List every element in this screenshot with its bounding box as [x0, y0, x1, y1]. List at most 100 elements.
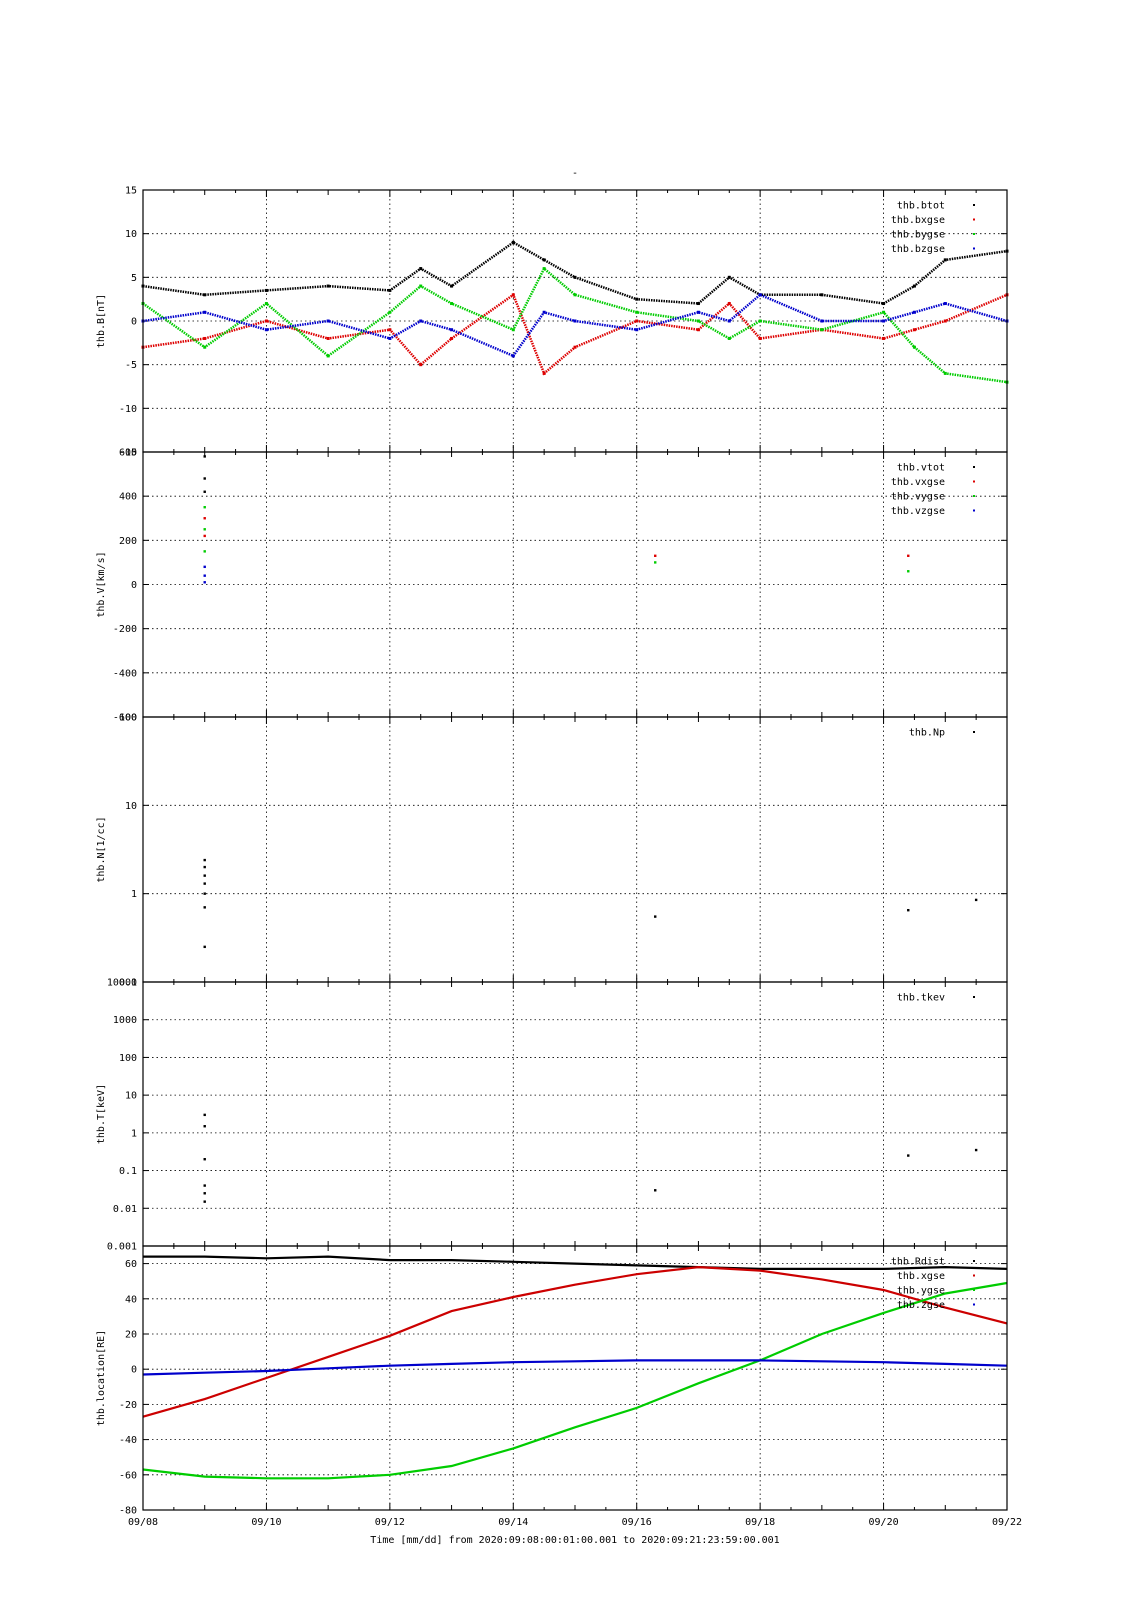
y-tick-label: -600 [113, 713, 137, 724]
legend-marker [973, 1289, 975, 1291]
data-point [419, 267, 423, 271]
data-point [203, 892, 206, 895]
data-point [974, 898, 978, 902]
data-point [654, 554, 657, 557]
data-point [450, 302, 454, 306]
y-tick-label: -10 [119, 404, 137, 415]
legend-label: thb.vygse [891, 492, 945, 503]
data-point [264, 302, 268, 306]
data-point [573, 319, 577, 323]
y-tick-label: -200 [113, 624, 137, 635]
legend-label: thb.vxgse [891, 477, 945, 488]
y-axis-title: thb.V[km/s] [96, 551, 107, 617]
series-thb-xgse [142, 1265, 1008, 1418]
y-tick-label: 5 [131, 273, 137, 284]
data-point [326, 354, 330, 358]
y-axis-title: thb.T[keV] [96, 1084, 107, 1144]
series-line [143, 1255, 1008, 1271]
legend-label: thb.vzgse [891, 506, 945, 517]
x-tick-label: 09/20 [869, 1517, 899, 1528]
legend-marker [973, 466, 975, 468]
panel-4: 10000 1000 100 10 1 0.1 0.01 0.001 thb.T[keV] thb… [96, 978, 1008, 1253]
legend-marker [973, 1260, 975, 1262]
data-point [203, 865, 206, 869]
legend-marker [973, 495, 975, 497]
series-thb-zgse [142, 1359, 1008, 1376]
panel-frame [142, 1245, 1008, 1511]
data-point [203, 490, 206, 493]
data-point [654, 561, 657, 564]
data-point [943, 302, 947, 306]
series-thb-tkev [203, 1113, 978, 1203]
series-thb-btot [141, 240, 1009, 306]
legend-label: thb.btot [897, 201, 945, 212]
legend-marker [973, 247, 975, 250]
time-range-label: Time [mm/dd] from 2020:09:08:00:01:00.00… [370, 1535, 779, 1546]
data-point [326, 336, 330, 340]
series-thb-vygse [203, 506, 910, 573]
y-axis-title: thb.B[nT] [96, 294, 107, 348]
data-point [203, 506, 206, 509]
data-point [203, 581, 206, 584]
data-point [450, 336, 454, 340]
data-point [882, 336, 886, 340]
data-point [696, 319, 700, 323]
y-tick-label: 40 [125, 1294, 137, 1305]
data-point [511, 354, 515, 358]
legend-marker [973, 996, 975, 998]
data-point [264, 288, 268, 292]
data-point [542, 267, 546, 271]
data-point [654, 915, 657, 918]
y-tick-label: 0.1 [119, 1166, 137, 1177]
y-tick-label: 0 [131, 317, 137, 328]
data-point [203, 336, 207, 340]
legend-label: thb.bzgse [891, 244, 945, 255]
data-point [203, 945, 206, 949]
x-tick-label: 09/16 [622, 1517, 652, 1528]
data-point [388, 336, 392, 340]
legend-label: thb.bxgse [891, 215, 945, 226]
y-axis-title: thb.location[RE] [96, 1330, 107, 1426]
series-thb-vxgse [203, 517, 910, 557]
y-tick-label: 0 [131, 580, 137, 591]
y-tick-label: 60 [125, 1259, 137, 1270]
series-line [142, 1281, 1008, 1480]
y-tick-label: -20 [119, 1400, 137, 1411]
legend-marker [973, 1303, 975, 1306]
data-point [388, 328, 392, 332]
data-point [696, 302, 700, 306]
y-tick-label: 200 [119, 536, 137, 547]
series-thb-bygse [141, 266, 1009, 384]
x-tick-label: 09/22 [992, 1517, 1022, 1528]
data-point [203, 874, 206, 877]
data-point [727, 319, 731, 323]
data-point [203, 906, 206, 909]
data-point [820, 293, 824, 297]
data-point [203, 574, 206, 577]
data-point [727, 275, 731, 279]
data-point [419, 363, 423, 367]
y-tick-label: 20 [125, 1330, 137, 1341]
data-point [820, 328, 824, 332]
data-point [264, 319, 268, 323]
data-point [882, 319, 886, 323]
data-point [203, 455, 206, 458]
y-tick-label: 1000 [113, 1015, 137, 1026]
data-point [203, 477, 206, 480]
data-point [758, 336, 762, 340]
data-point [203, 534, 206, 538]
data-point [912, 345, 916, 349]
data-point [820, 319, 824, 323]
x-tick-label: 09/10 [251, 1517, 281, 1528]
data-point [326, 284, 330, 288]
panel-frame [142, 981, 1008, 1247]
y-tick-label: 0.1 [119, 978, 137, 989]
y-axis-title: thb.N[1/cc] [96, 816, 107, 882]
y-tick-label: -5 [125, 360, 137, 371]
data-point [654, 1189, 657, 1192]
y-tick-label: -80 [119, 1506, 137, 1517]
series-thb-vtot [203, 455, 206, 493]
data-point [907, 570, 910, 573]
data-point [203, 858, 206, 862]
